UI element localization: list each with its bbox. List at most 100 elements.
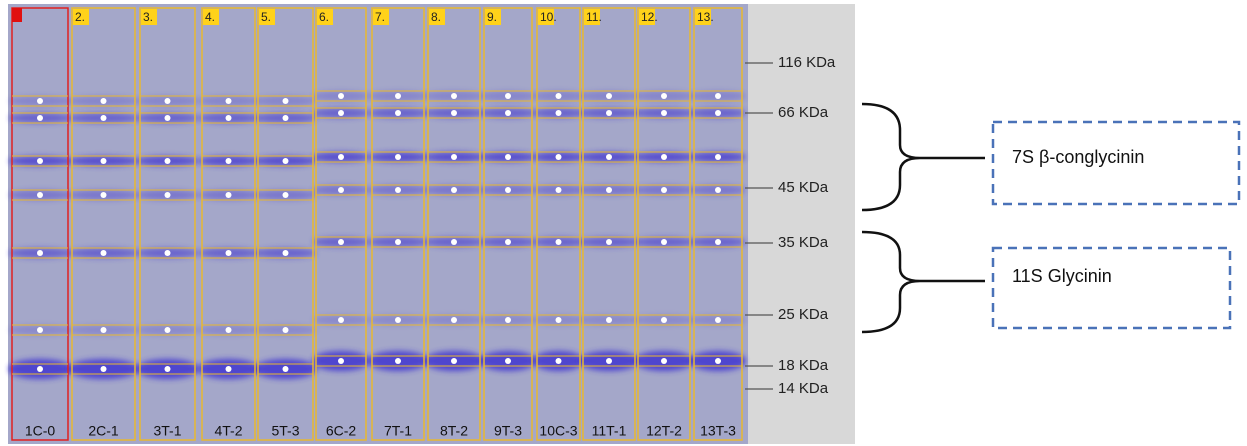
band-dot	[37, 98, 43, 104]
band-dot	[338, 110, 344, 116]
band-dot	[451, 110, 457, 116]
band-dot	[338, 187, 344, 193]
marker-label: 18 KDa	[778, 357, 829, 374]
lane-number: 5.	[261, 10, 271, 24]
band-dot	[505, 110, 511, 116]
band-dot	[101, 115, 107, 121]
band-dot	[165, 250, 171, 256]
band-dot	[715, 317, 721, 323]
band-dot	[338, 317, 344, 323]
band-dot	[715, 154, 721, 160]
band-dot	[556, 154, 562, 160]
band-dot	[226, 250, 232, 256]
band-dot	[283, 192, 289, 198]
band-dot	[226, 192, 232, 198]
band-dot	[101, 192, 107, 198]
lane-label: 6C-2	[326, 423, 357, 439]
band-dot	[556, 239, 562, 245]
band-dot	[556, 358, 562, 364]
lane-label: 2C-1	[88, 423, 119, 439]
band-dot	[165, 98, 171, 104]
band-dot	[37, 366, 43, 372]
lane-label: 9T-3	[494, 423, 522, 439]
lane-label: 11T-1	[592, 423, 627, 439]
band-dot	[338, 93, 344, 99]
band-dot	[606, 239, 612, 245]
band-dot	[556, 93, 562, 99]
lane-marker	[12, 8, 22, 22]
band-dot	[338, 358, 344, 364]
band-dot	[37, 192, 43, 198]
band-dot	[283, 115, 289, 121]
gel-figure: 1C-02.2C-13.3T-14.4T-25.5T-36.6C-27.7T-1…	[0, 0, 1247, 446]
lane-label: 1C-0	[25, 423, 56, 439]
band-dot	[606, 93, 612, 99]
band-dot	[606, 358, 612, 364]
marker-label: 14 KDa	[778, 380, 829, 397]
brace-11s	[862, 232, 985, 332]
band-dot	[226, 115, 232, 121]
lane-number: 4.	[205, 10, 215, 24]
band-dot	[37, 158, 43, 164]
band-dot	[715, 110, 721, 116]
band-dot	[283, 98, 289, 104]
group-label: 11S Glycinin	[1012, 266, 1112, 286]
lane-label: 3T-1	[153, 423, 181, 439]
band-dot	[283, 366, 289, 372]
band-dot	[395, 93, 401, 99]
band-dot	[283, 158, 289, 164]
brace-7s	[862, 104, 985, 210]
band-dot	[226, 158, 232, 164]
band-dot	[226, 327, 232, 333]
band-dot	[505, 239, 511, 245]
lane-label: 7T-1	[384, 423, 412, 439]
band-dot	[395, 358, 401, 364]
band-dot	[556, 187, 562, 193]
marker-label: 116 KDa	[778, 54, 836, 71]
lane-label: 13T-3	[700, 423, 736, 439]
lane-number: 8.	[431, 10, 441, 24]
band-dot	[556, 317, 562, 323]
lane-number: 10.	[540, 10, 557, 24]
band-dot	[606, 154, 612, 160]
lane-number: 3.	[143, 10, 153, 24]
lane-label: 12T-2	[646, 423, 682, 439]
group-box	[993, 248, 1230, 328]
band-dot	[661, 317, 667, 323]
band-dot	[451, 93, 457, 99]
band-dot	[395, 110, 401, 116]
band-dot	[661, 187, 667, 193]
band-dot	[226, 98, 232, 104]
band-dot	[101, 250, 107, 256]
marker-label: 45 KDa	[778, 179, 829, 196]
band-dot	[661, 154, 667, 160]
lane-number: 12.	[641, 10, 658, 24]
band-dot	[101, 158, 107, 164]
gel	[8, 4, 748, 444]
band-dot	[505, 187, 511, 193]
band-dot	[661, 110, 667, 116]
band-dot	[505, 93, 511, 99]
band-dot	[395, 154, 401, 160]
band-dot	[226, 366, 232, 372]
band-dot	[37, 115, 43, 121]
band-dot	[661, 358, 667, 364]
band-dot	[37, 250, 43, 256]
band-dot	[715, 187, 721, 193]
lane-number: 11.	[586, 10, 602, 24]
band-dot	[715, 358, 721, 364]
band-dot	[606, 187, 612, 193]
band-dot	[505, 358, 511, 364]
band-dot	[165, 192, 171, 198]
band-dot	[283, 250, 289, 256]
band-dot	[165, 158, 171, 164]
lane-label: 5T-3	[271, 423, 299, 439]
band-dot	[37, 327, 43, 333]
band-dot	[451, 154, 457, 160]
band-dot	[606, 317, 612, 323]
band-dot	[451, 317, 457, 323]
band-dot	[606, 110, 612, 116]
lane-label: 4T-2	[214, 423, 242, 439]
band-dot	[395, 239, 401, 245]
lane-number: 2.	[75, 10, 85, 24]
